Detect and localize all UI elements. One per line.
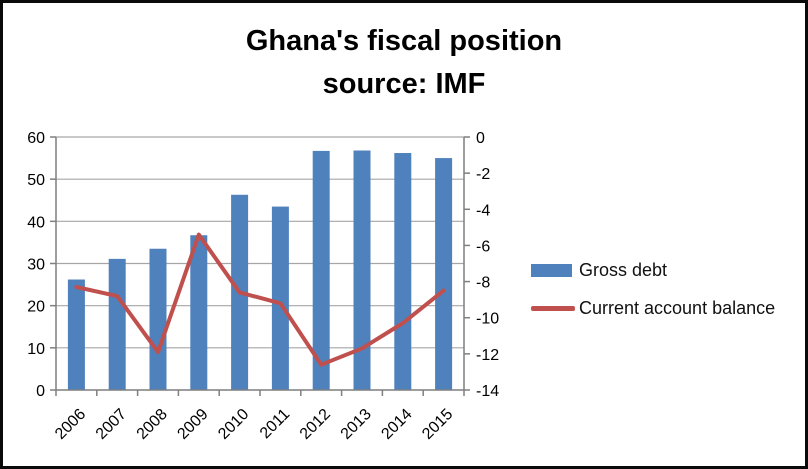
current-account-balance-swatch bbox=[531, 305, 575, 311]
bar-2008 bbox=[149, 248, 167, 390]
chart-title-block: Ghana's fiscal position source: IMF bbox=[3, 20, 805, 106]
left-axis-tick-label: 10 bbox=[27, 341, 45, 358]
current-account-balance-legend-label: Current account balance bbox=[579, 297, 776, 318]
x-axis-category-label: 2006 bbox=[52, 406, 89, 443]
x-axis-category-label: 2013 bbox=[338, 406, 375, 443]
right-axis-tick-label: -4 bbox=[476, 202, 490, 219]
legend: Gross debt Current account balance bbox=[531, 259, 775, 335]
chart-subtitle: source: IMF bbox=[322, 68, 486, 100]
left-axis-tick-label: 20 bbox=[27, 299, 45, 316]
right-axis-tick-label: -14 bbox=[476, 383, 499, 400]
x-axis-category-label: 2011 bbox=[257, 406, 293, 442]
bar-2015 bbox=[435, 158, 453, 390]
x-axis-category-label: 2010 bbox=[215, 406, 252, 443]
bar-2014 bbox=[394, 153, 412, 390]
bar-2011 bbox=[271, 206, 289, 390]
right-axis-tick-label: -12 bbox=[476, 347, 499, 364]
x-axis-category-label: 2012 bbox=[297, 406, 334, 443]
legend-item-current-account-balance: Current account balance bbox=[531, 297, 775, 319]
left-axis-tick-label: 0 bbox=[36, 383, 45, 400]
legend-item-gross-debt: Gross debt bbox=[531, 259, 775, 281]
gross-debt-legend-label: Gross debt bbox=[579, 259, 668, 280]
chart-title: Ghana's fiscal position bbox=[245, 25, 563, 57]
right-axis-tick-label: -10 bbox=[476, 311, 499, 328]
x-axis-category-label: 2007 bbox=[93, 406, 130, 443]
left-axis-tick-label: 40 bbox=[27, 214, 45, 231]
bar-2009 bbox=[190, 235, 208, 390]
x-axis-category-label: 2008 bbox=[134, 406, 171, 443]
right-axis-tick-label: -2 bbox=[476, 166, 490, 183]
bar-2006 bbox=[67, 279, 85, 390]
right-axis-tick-label: -6 bbox=[476, 238, 490, 255]
current-account-balance-line bbox=[74, 232, 446, 367]
left-axis-tick-label: 50 bbox=[27, 172, 45, 189]
bar-2012 bbox=[312, 150, 330, 390]
x-axis-category-label: 2014 bbox=[378, 406, 415, 443]
x-axis-category-label: 2009 bbox=[174, 406, 211, 443]
right-axis-tick-label: -8 bbox=[476, 275, 490, 292]
bar-2013 bbox=[353, 150, 371, 390]
gross-debt-swatch bbox=[531, 263, 572, 277]
right-axis-tick-label: 0 bbox=[476, 130, 485, 147]
left-axis-tick-label: 30 bbox=[27, 257, 45, 274]
left-axis-tick-label: 60 bbox=[27, 130, 45, 147]
x-axis-category-label: 2015 bbox=[419, 406, 456, 443]
bar-2007 bbox=[108, 258, 126, 390]
